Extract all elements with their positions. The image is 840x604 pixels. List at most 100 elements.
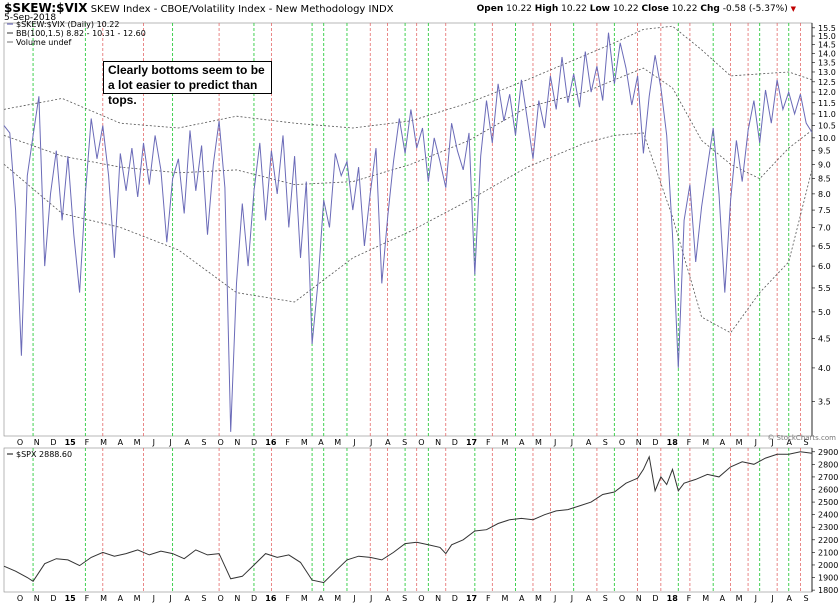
x-tick-label: 15: [65, 594, 77, 603]
x-tick-label: F: [85, 594, 90, 603]
x-tick-label: N: [34, 438, 40, 447]
x-tick-label: J: [168, 438, 171, 447]
x-tick-label: J: [754, 594, 757, 603]
low-value: 10.22: [612, 4, 639, 14]
x-tick-label: N: [435, 438, 441, 447]
x-tick-label: O: [418, 594, 424, 603]
x-tick-label: A: [385, 594, 391, 603]
bb-middle-line: [3, 67, 813, 186]
quote-summary: Open 10.22 High 10.22 Low 10.22 Close 10…: [477, 4, 796, 14]
x-tick-label: F: [687, 594, 692, 603]
x-tick-label: M: [100, 594, 107, 603]
x-tick-label: J: [352, 594, 355, 603]
x-tick-label: 18: [667, 594, 679, 603]
y-tick-label: 7.0: [818, 223, 831, 232]
y-tick-label: 14.5: [818, 41, 836, 50]
chart-exchange: INDX: [368, 4, 394, 15]
x-tick-label: N: [234, 438, 240, 447]
y-tick-label: 2800: [818, 460, 838, 469]
chart-date: 5-Sep-2018: [4, 13, 57, 23]
x-tick-label: 18: [667, 438, 679, 447]
x-tick-label: J: [352, 438, 355, 447]
x-tick-label: O: [218, 438, 224, 447]
y-tick-label: 10.0: [818, 134, 836, 143]
x-tick-label: M: [535, 594, 542, 603]
x-tick-label: A: [318, 594, 324, 603]
x-tick-label: M: [702, 594, 709, 603]
x-tick-label: M: [334, 438, 341, 447]
x-tick-label: A: [318, 438, 324, 447]
x-tick-label: S: [201, 438, 206, 447]
y-tick-label: 2300: [818, 523, 838, 532]
x-tick-label: F: [285, 438, 290, 447]
x-tick-label: F: [486, 594, 491, 603]
x-tick-label: A: [720, 594, 726, 603]
y-tick-label: 11.0: [818, 110, 836, 119]
x-tick-label: D: [652, 594, 658, 603]
x-tick-label: S: [201, 594, 206, 603]
x-tick-label: O: [619, 594, 625, 603]
x-tick-label: N: [34, 594, 40, 603]
y-tick-label: 15.0: [818, 32, 836, 41]
x-tick-label: S: [603, 438, 608, 447]
lower-panel-frame: [3, 447, 813, 593]
x-tick-label: J: [754, 438, 757, 447]
x-tick-label: J: [369, 594, 372, 603]
y-tick-label: 10.5: [818, 122, 836, 131]
y-tick-label: 6.0: [818, 262, 831, 271]
x-tick-label: M: [502, 438, 509, 447]
x-tick-label: M: [301, 594, 308, 603]
chart-symbol: $SKEW:$VIX: [4, 1, 88, 15]
x-tick-label: S: [803, 438, 808, 447]
y-tick-label: 2700: [818, 473, 838, 482]
close-label: Close: [641, 4, 669, 14]
x-tick-label: J: [770, 594, 773, 603]
chart-header: $SKEW:$VIX SKEW Index - CBOE/Volatility …: [4, 1, 394, 15]
x-tick-label: A: [184, 594, 190, 603]
y-tick-label: 5.0: [818, 308, 831, 317]
high-value: 10.22: [561, 4, 587, 14]
y-tick-label: 2400: [818, 511, 838, 520]
y-tick-label: 9.0: [818, 160, 831, 169]
x-tick-label: M: [736, 594, 743, 603]
x-tick-label: M: [100, 438, 107, 447]
x-tick-label: F: [85, 438, 90, 447]
annotation-box: Clearly bottoms seem to be a lot easier …: [103, 61, 272, 107]
y-tick-label: 6.5: [818, 242, 831, 251]
x-tick-label: S: [402, 594, 407, 603]
y-tick-label: 8.0: [818, 190, 831, 199]
y-tick-label: 14.0: [818, 49, 836, 58]
y-tick-label: 8.5: [818, 175, 831, 184]
x-tick-label: A: [519, 594, 525, 603]
x-tick-label: J: [570, 594, 573, 603]
x-tick-label: A: [519, 438, 525, 447]
x-tick-label: 16: [265, 594, 277, 603]
x-tick-label: D: [251, 594, 257, 603]
x-tick-label: 15: [65, 438, 77, 447]
x-tick-label: F: [285, 594, 290, 603]
x-tick-label: D: [452, 594, 458, 603]
x-tick-label: J: [553, 438, 556, 447]
y-tick-label: 9.5: [818, 147, 831, 156]
x-tick-label: J: [152, 594, 155, 603]
y-tick-label: 2100: [818, 548, 838, 557]
x-tick-label: S: [603, 594, 608, 603]
y-tick-label: 1900: [818, 574, 838, 583]
y-tick-label: 2200: [818, 536, 838, 545]
x-tick-label: D: [251, 438, 257, 447]
x-tick-label: N: [636, 438, 642, 447]
x-tick-label: J: [570, 438, 573, 447]
x-tick-label: A: [787, 594, 793, 603]
x-tick-label: M: [736, 438, 743, 447]
chg-value: -0.58 (-5.37%): [722, 4, 788, 14]
x-tick-label: 17: [466, 594, 477, 603]
x-tick-label: M: [502, 594, 509, 603]
x-tick-label: 16: [265, 438, 277, 447]
skew-vix-series-line: [3, 32, 813, 432]
watermark: © StockCharts.com: [767, 434, 836, 442]
x-tick-label: J: [168, 594, 171, 603]
bb-lower-line: [3, 132, 813, 334]
y-tick-label: 13.5: [818, 59, 836, 68]
x-tick-label: S: [402, 438, 407, 447]
chg-label: Chg: [700, 4, 720, 14]
